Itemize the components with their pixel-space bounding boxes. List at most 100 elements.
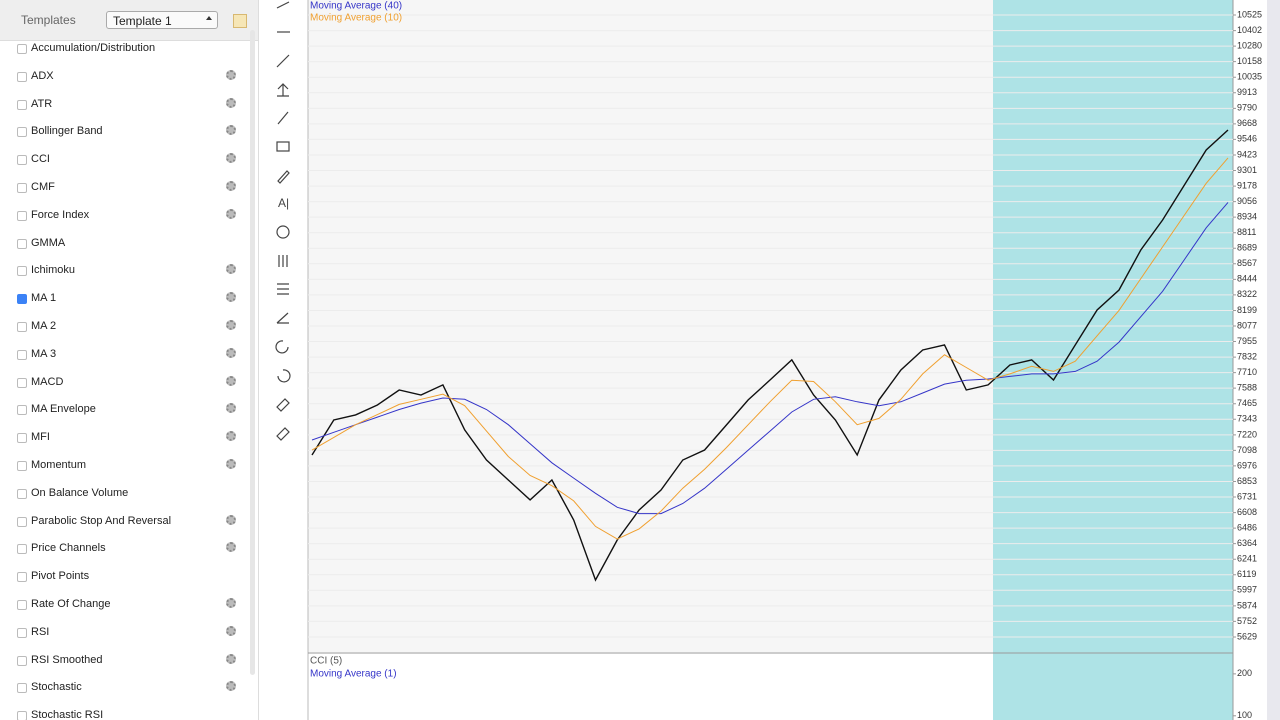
indicator-checkbox[interactable] [17,627,27,638]
settings-gear[interactable] [226,264,236,275]
indicator-row[interactable]: CMF [14,177,244,197]
indicator-checkbox[interactable] [17,322,27,332]
legend-entry: Moving Average (10) [310,13,402,24]
y-tick-label: 8199 [1237,305,1257,315]
indicator-row[interactable]: Stochastic RSI [14,705,244,720]
y-tick-label: 9913 [1237,87,1257,97]
indicator-checkbox[interactable] [17,572,27,583]
indicator-row[interactable]: Stochastic [14,677,244,697]
settings-gear[interactable] [226,97,236,108]
indicator-row[interactable]: Force Index [14,205,244,225]
tool-cursor[interactable] [276,1,290,9]
indicator-row[interactable]: Pivot Points [14,566,244,586]
indicator-checkbox[interactable] [17,488,27,499]
tool-undo[interactable] [275,340,289,354]
y-tick-label: 7098 [1237,445,1257,455]
tool-fib[interactable] [278,255,288,267]
indicator-row[interactable]: Ichimoku [14,260,244,280]
settings-gear[interactable] [226,542,236,553]
indicator-checkbox[interactable] [17,516,27,527]
settings-gear[interactable] [226,375,236,386]
indicator-row[interactable]: RSI Smoothed [14,650,244,670]
tool-eraser[interactable] [276,398,290,412]
settings-gear[interactable] [226,320,236,330]
indicator-row[interactable]: MA 1 [14,288,244,308]
indicator-checkbox[interactable] [17,600,27,610]
indicator-row[interactable]: Parabolic Stop And Reversal [14,511,244,531]
indicator-row[interactable]: Rate Of Change [14,594,244,614]
settings-gear[interactable] [226,69,236,80]
settings-gear[interactable] [226,653,236,664]
indicator-checkbox[interactable] [17,71,27,82]
tool-redo[interactable] [277,369,291,383]
y-tick-label: 6364 [1237,538,1257,548]
indicator-label: RSI Smoothed [31,653,103,666]
indicator-row[interactable]: Bollinger Band [14,121,244,141]
edit-template-button[interactable] [233,14,247,28]
indicator-checkbox[interactable] [17,433,27,444]
indicator-row[interactable]: RSI [14,622,244,642]
tool-arrow[interactable] [277,83,289,97]
indicator-row[interactable]: ATR [14,94,244,114]
tool-eraser-all[interactable] [276,427,290,441]
indicator-checkbox[interactable] [17,711,27,720]
indicator-checkbox[interactable] [17,544,27,555]
template-select[interactable]: Template 1 [106,11,218,29]
indicator-checkbox[interactable] [17,183,27,193]
indicator-checkbox[interactable] [17,155,27,166]
settings-gear[interactable] [226,208,236,219]
settings-gear[interactable] [226,125,236,136]
indicator-row[interactable]: ADX [14,66,244,86]
indicator-row[interactable]: Price Channels [14,538,244,558]
tool-angle[interactable] [276,312,289,324]
tool-rect[interactable] [276,141,290,152]
y-tick-label: 10158 [1237,56,1262,66]
indicator-row[interactable]: CCI [14,149,244,169]
indicator-checkbox[interactable] [17,99,27,110]
settings-gear[interactable] [226,431,236,442]
settings-gear[interactable] [226,292,236,303]
indicator-checkbox[interactable] [17,238,27,249]
indicator-row[interactable]: Accumulation/Distribution [14,38,244,58]
scrollbar[interactable] [250,30,255,675]
settings-gear[interactable] [226,403,236,414]
settings-gear[interactable] [226,598,236,608]
indicator-label: MA 3 [31,347,57,360]
indicator-checkbox[interactable] [17,405,27,416]
indicator-checkbox[interactable] [17,377,27,388]
y-tick-label: 6976 [1237,460,1257,470]
indicator-checkbox[interactable] [17,210,27,221]
indicator-row[interactable]: MFI [14,427,244,447]
indicator-checkbox[interactable] [17,655,27,666]
indicator-row[interactable]: MA 3 [14,344,244,364]
settings-gear[interactable] [226,681,236,692]
settings-gear[interactable] [226,625,236,636]
tool-line[interactable] [276,54,290,68]
indicator-row[interactable]: On Balance Volume [14,483,244,503]
indicator-label: MA Envelope [31,403,96,416]
settings-gear[interactable] [226,181,236,191]
indicator-row[interactable]: MACD [14,372,244,392]
settings-gear[interactable] [226,459,236,469]
indicator-checkbox[interactable] [17,683,27,694]
indicator-checkbox[interactable] [17,44,27,54]
settings-gear[interactable] [226,153,236,164]
tool-text[interactable]: A| [278,196,289,210]
indicator-row[interactable]: GMMA [14,233,244,253]
indicator-checkbox[interactable] [17,127,27,138]
indicator-row[interactable]: Momentum [14,455,244,475]
indicator-checkbox[interactable] [17,461,27,471]
settings-gear[interactable] [226,347,236,358]
tool-palette[interactable] [276,225,290,239]
indicator-checkbox[interactable] [17,349,27,360]
indicator-row[interactable]: MA Envelope [14,399,244,419]
tool-ray[interactable] [277,111,289,125]
indicator-checkbox[interactable] [17,294,27,305]
tool-pencil[interactable] [277,170,290,184]
tool-lines[interactable] [277,283,289,295]
settings-gear[interactable] [226,514,236,525]
y-tick-label: 10402 [1237,25,1262,35]
indicator-checkbox[interactable] [17,266,27,277]
y-tick-label: 8689 [1237,243,1257,253]
indicator-row[interactable]: MA 2 [14,316,244,336]
